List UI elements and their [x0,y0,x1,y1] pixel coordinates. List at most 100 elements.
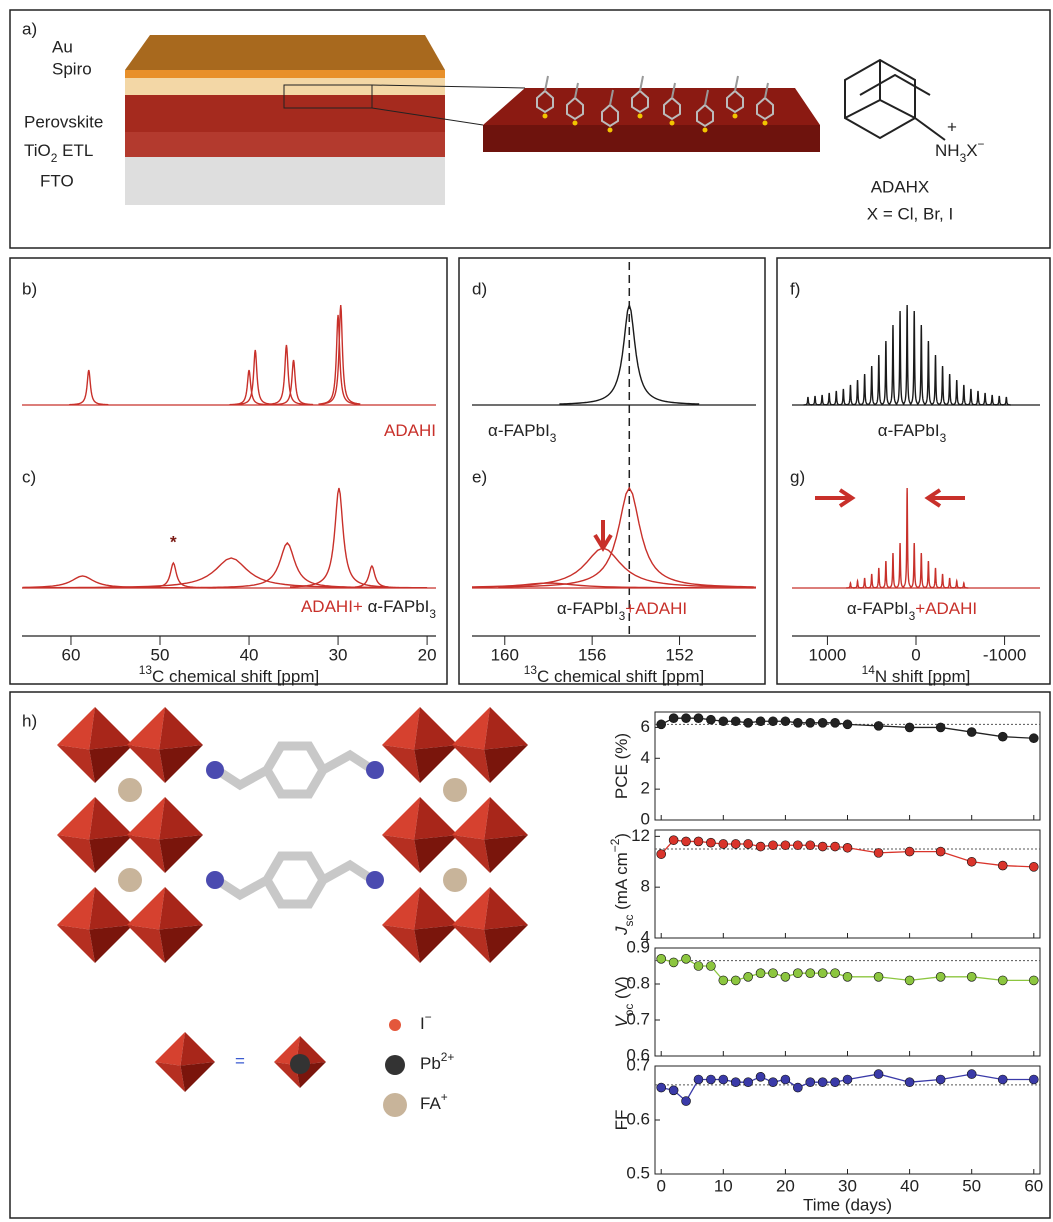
data-point [706,1075,715,1084]
octahedron-face [382,887,420,930]
octahedron-face [159,745,203,783]
data-point [936,847,945,856]
octahedron-face [382,925,420,963]
data-point [967,1070,976,1079]
data-point [843,1075,852,1084]
au-top [125,35,445,70]
caption-part: +ADAHI [625,599,687,618]
data-point [781,717,790,726]
layer-label: FTO [40,171,74,190]
figure: Au Spiro Perovskite FTO a) + ADAHX X = C… [0,0,1053,1222]
peak [874,355,883,405]
caption-part: 3 [429,607,436,621]
octahedron-face [414,745,458,783]
octahedron-face [452,925,490,963]
x-axis-label: 13C chemical shift [ppm] [524,663,704,686]
fto-layer [125,157,445,205]
molecule-atom [733,114,738,119]
caption-part: α-FAPbI [488,421,550,440]
peak [945,578,954,588]
peak [881,561,890,588]
octahedron-face [89,745,133,783]
x-axis-label-part: 13 [524,663,538,677]
peak [931,568,940,588]
nitrogen [206,871,224,889]
octahedron-face [127,887,165,930]
data-point [806,718,815,727]
peak [952,581,961,588]
y-tick-label: 0.7 [626,1055,650,1074]
data-point [818,718,827,727]
x-axis-label: Time (days) [803,1195,892,1214]
octahedron-face [127,835,165,873]
peak [832,391,841,405]
x-tick-label: 50 [962,1176,981,1195]
spiro-layer [125,78,445,95]
data-point [843,720,852,729]
peak [995,396,1004,405]
y-axis-label: FF [612,1110,631,1131]
data-point [936,1075,945,1084]
data-point [831,1078,840,1087]
molecule-atom [573,121,578,126]
peak [974,391,983,405]
peak [910,543,919,588]
octahedron-face [127,745,165,783]
caption-part: 3 [550,431,557,445]
y-axis-label: Jsc (mA cm−2) [608,833,636,936]
octahedron-face [452,835,490,873]
data-point [905,976,914,985]
peak [938,574,947,588]
legend-iodide [389,1019,401,1031]
data-point [998,732,1007,741]
peak [336,566,407,588]
data-point [669,958,678,967]
molecule-atom [608,128,613,133]
octahedron-face [89,925,133,963]
peak [35,558,427,588]
data-point [806,841,815,850]
data-point [744,839,753,848]
peak [236,350,275,404]
octahedron-face [127,797,165,840]
data-point [1029,1075,1038,1084]
data-point [682,714,691,723]
legend-label-part: Pb [420,1054,441,1073]
data-point [768,717,777,726]
charge: + [947,117,957,136]
panel-de-frame [459,258,765,684]
peak [818,395,827,405]
data-point [843,843,852,852]
x-axis-label-part: C chemical shift [ppm] [537,667,704,686]
x-tick-label: 0 [656,1176,665,1195]
octahedron-face [159,835,203,873]
caption: α-FAPbI3+ADAHI [847,599,977,623]
equals: = [235,1051,245,1070]
data-point [657,954,666,963]
peak [267,345,306,404]
octahedron-face [127,925,165,963]
peak [981,393,990,405]
octahedron-face [89,797,133,840]
perovskite-layer [125,95,445,132]
data-point [719,717,728,726]
data-point [818,1078,827,1087]
data-point [657,1083,666,1092]
arrow [815,490,852,506]
x-axis-label: 14N shift [ppm] [862,663,971,686]
data-point [682,954,691,963]
data-point [756,717,765,726]
x-tick-label: 156 [578,645,606,664]
x-tick-label: 30 [329,645,348,664]
side-chain [217,755,373,785]
octahedron-face [382,797,420,840]
data-point [818,969,827,978]
data-point [731,839,740,848]
data-point [706,715,715,724]
peak [198,543,376,588]
data-point [806,969,815,978]
x-tick-label: 0 [911,645,920,664]
caption-part: α-FAPbI [557,599,619,618]
data-point [781,841,790,850]
caption-part: 3 [940,431,947,445]
